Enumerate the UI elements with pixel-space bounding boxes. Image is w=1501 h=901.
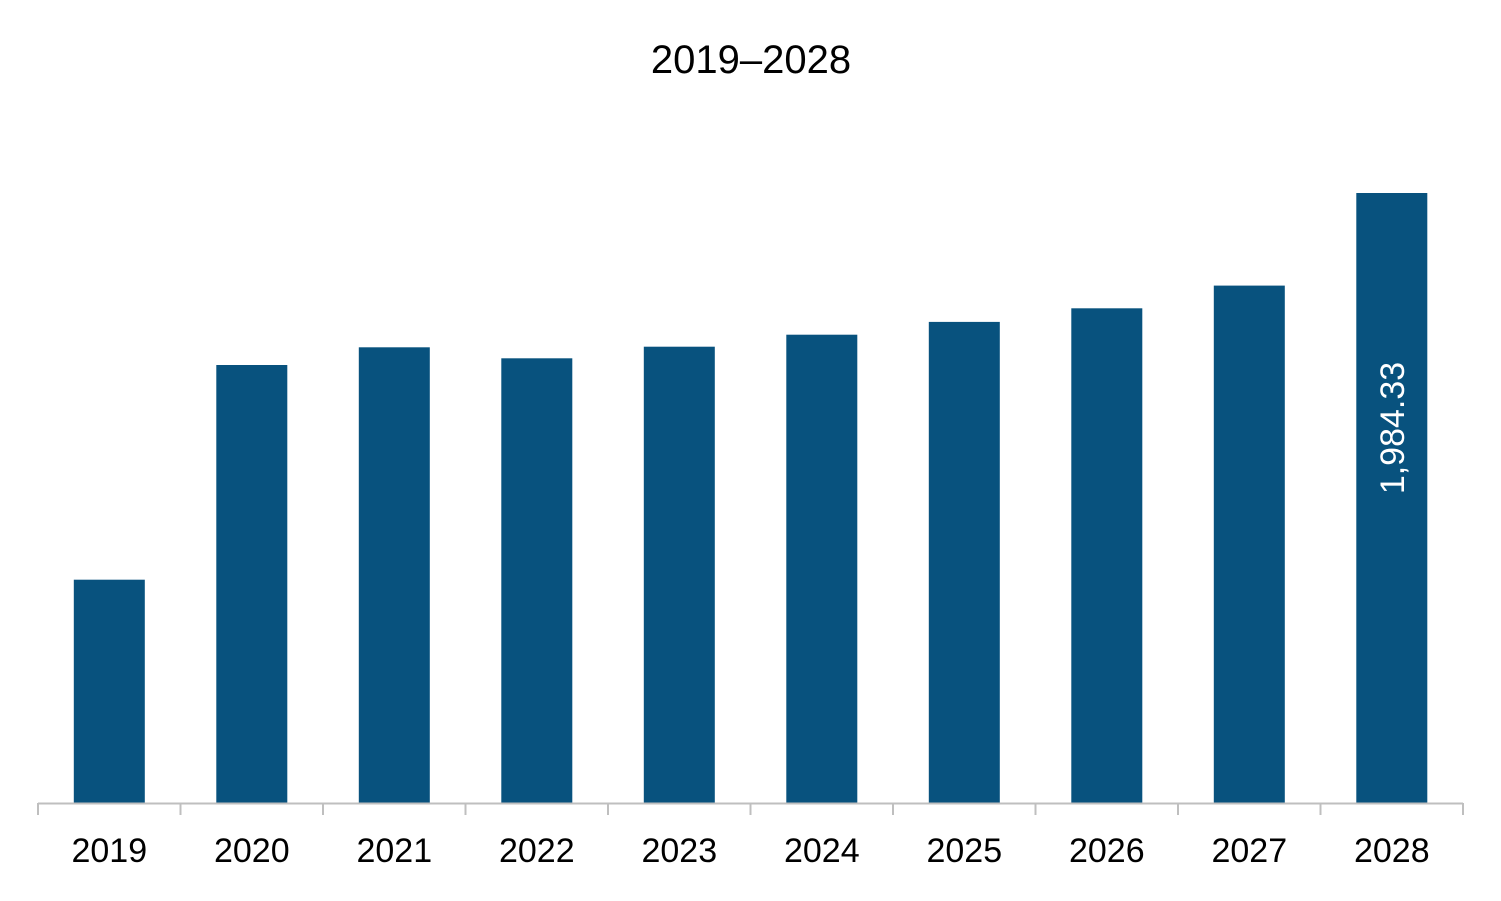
bar-2026	[1071, 308, 1143, 803]
bar-2022	[501, 358, 573, 803]
x-tick-label-2022: 2022	[499, 832, 575, 870]
bars-layer	[73, 193, 1428, 804]
bar-2028	[1356, 193, 1428, 803]
chart-title: 2019–2028	[651, 38, 851, 82]
bar-2023	[643, 346, 715, 803]
x-tick-label-2028: 2028	[1354, 832, 1430, 870]
x-tick-label-2026: 2026	[1069, 832, 1145, 870]
data-label-2028: 1,984.33	[1374, 362, 1412, 494]
bar-2024	[786, 334, 858, 803]
data-labels-layer: 1,984.33	[1374, 362, 1412, 494]
x-tick-label-2025: 2025	[926, 832, 1002, 870]
tick-labels-layer: 2019 2020 2021 2022 2023 2024 2025 2026 2027 2028	[71, 832, 1429, 870]
bar-2019	[73, 579, 145, 803]
x-tick-label-2027: 2027	[1211, 832, 1287, 870]
x-tick-label-2021: 2021	[356, 832, 432, 870]
x-tick-label-2019: 2019	[71, 832, 147, 870]
bar-2027	[1213, 285, 1285, 804]
x-tick-label-2020: 2020	[214, 832, 290, 870]
bar-2021	[358, 347, 430, 803]
bar-2020	[216, 365, 288, 803]
x-axis	[37, 802, 1464, 815]
x-tick-label-2023: 2023	[641, 832, 717, 870]
bar-2025	[928, 321, 1000, 803]
x-tick-label-2024: 2024	[784, 832, 860, 870]
